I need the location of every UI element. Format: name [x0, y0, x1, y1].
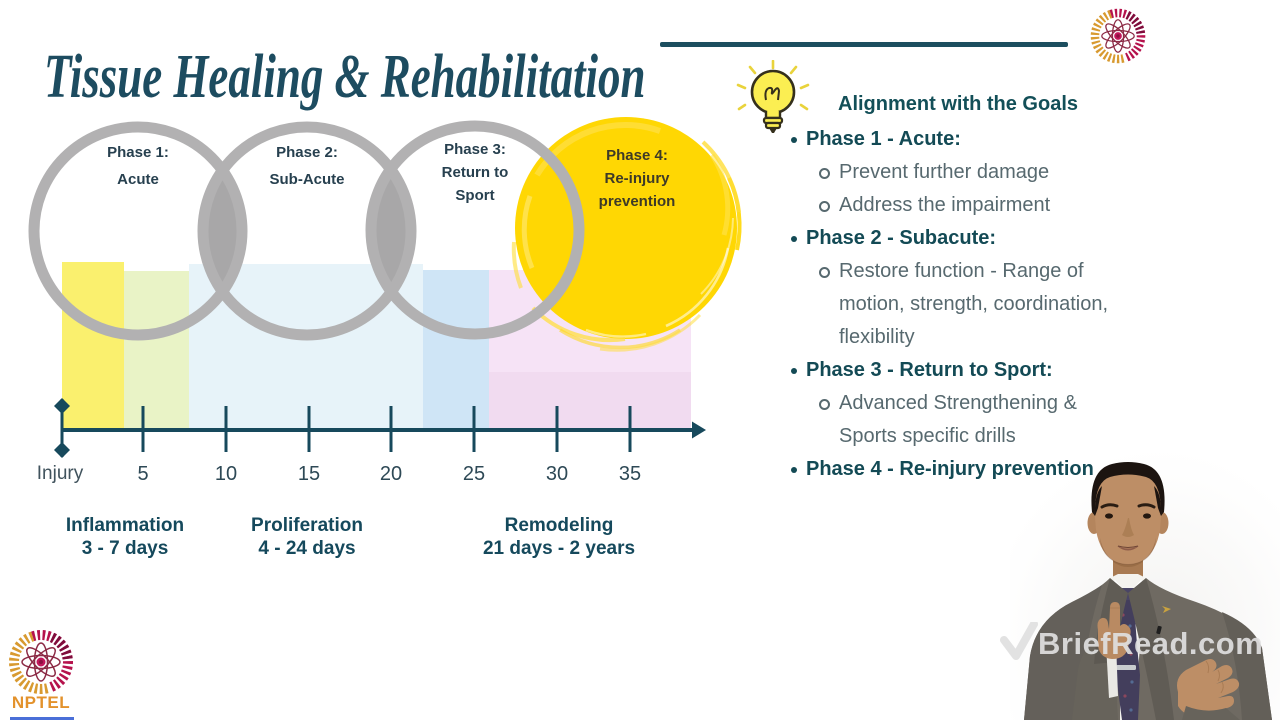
tick-label-25: 25	[462, 463, 486, 485]
phase4-line2: Re-injury	[604, 170, 670, 187]
tick-label-30: 30	[545, 463, 569, 485]
watermark-text: BriefRead.com	[1038, 626, 1264, 661]
goal-phase3: Phase 3 - Return to Sport:	[780, 354, 1110, 387]
phase2-line2: Sub-Acute	[269, 171, 345, 188]
goal-phase2-sub1: Restore function - Range of motion, stre…	[780, 255, 1110, 354]
timeline-origin-label: Injury	[36, 463, 84, 484]
goals-list: Phase 1 - Acute: Prevent further damage …	[780, 123, 1110, 486]
goal-phase1-sub1: Prevent further damage	[780, 156, 1110, 189]
phase1-label: Phase 1: Acute	[53, 139, 223, 193]
timeline-axis	[60, 399, 694, 457]
bottom-blue-strip	[10, 717, 74, 720]
phase1-line2: Acute	[117, 171, 159, 188]
presenter-photo	[1010, 430, 1280, 720]
period-inflammation-name: Inflammation	[65, 515, 185, 536]
injury-diamond-top	[54, 398, 70, 414]
top-divider-line	[660, 42, 1068, 47]
axis-arrowhead	[692, 421, 706, 439]
phase3-line2: Return to	[441, 164, 509, 181]
lightbulb-icon	[736, 60, 810, 133]
period-proliferation-range: 4 - 24 days	[258, 538, 356, 559]
period-inflammation: Inflammation 3 - 7 days	[15, 514, 235, 560]
period-proliferation: Proliferation 4 - 24 days	[197, 514, 417, 560]
watermark: BriefRead.com	[1000, 622, 1280, 666]
goals-heading: Alignment with the Goals	[838, 93, 1079, 115]
presenter-figure	[1024, 462, 1272, 720]
period-remodeling-name: Remodeling	[504, 515, 614, 536]
period-inflammation-range: 3 - 7 days	[81, 538, 169, 559]
tick-label-10: 10	[214, 463, 238, 485]
nptel-logo-top	[1089, 7, 1147, 65]
goal-phase1-sub2: Address the impairment	[780, 189, 1110, 222]
period-remodeling: Remodeling 21 days - 2 years	[449, 514, 669, 560]
phase3-line1: Phase 3:	[444, 141, 506, 158]
phase4-line3: prevention	[598, 193, 676, 210]
goal-phase2: Phase 2 - Subacute:	[780, 222, 1110, 255]
period-remodeling-range: 21 days - 2 years	[482, 538, 636, 559]
phase2-circle	[197, 121, 417, 341]
nptel-label: NPTEL	[11, 693, 71, 712]
period-proliferation-name: Proliferation	[251, 515, 363, 536]
tick-label-35: 35	[618, 463, 642, 485]
nptel-logo-bottom	[9, 630, 73, 694]
phase1-line1: Phase 1:	[107, 144, 169, 161]
band-inflammation-yellow	[62, 262, 124, 428]
goal-phase3-sub1: Advanced Strengthening & Sports specific…	[780, 387, 1110, 453]
phase3-circle	[365, 120, 585, 340]
injury-diamond-bottom	[54, 442, 70, 458]
phase3-line3: Sport	[455, 187, 495, 204]
phase4-line1: Phase 4:	[606, 147, 668, 164]
tick-label-15: 15	[297, 463, 321, 485]
tick-label-20: 20	[379, 463, 403, 485]
watermark-swoosh-icon	[1000, 622, 1038, 660]
phase4-label: Phase 4: Re-injury prevention	[552, 144, 722, 213]
phase2-label: Phase 2: Sub-Acute	[222, 139, 392, 193]
goal-phase4: Phase 4 - Re-injury prevention	[780, 453, 1110, 486]
goal-phase1: Phase 1 - Acute:	[780, 123, 1110, 156]
phase3-label: Phase 3: Return to Sport	[390, 138, 560, 207]
tick-label-5: 5	[137, 463, 149, 485]
phase2-line1: Phase 2:	[276, 144, 338, 161]
slide-title: Tissue Healing & Rehabilitation	[44, 43, 646, 111]
band-green	[124, 271, 189, 428]
band-blue	[423, 270, 489, 428]
phase1-circle	[28, 121, 248, 341]
